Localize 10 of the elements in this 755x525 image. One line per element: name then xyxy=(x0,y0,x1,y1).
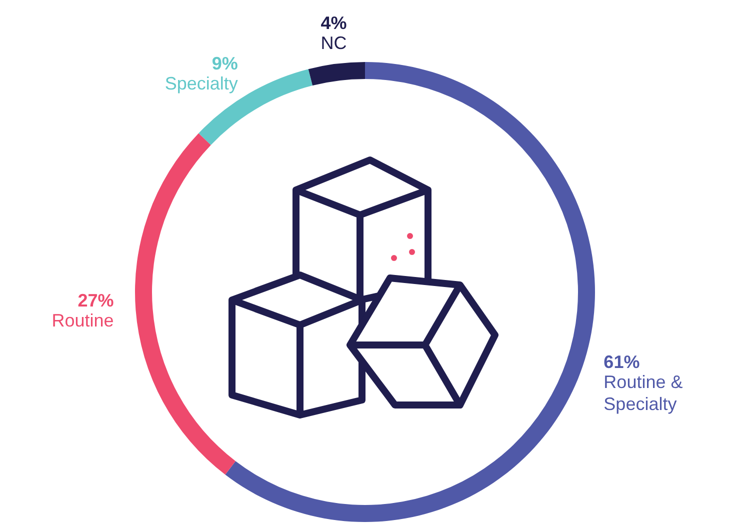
donut-slice xyxy=(135,133,236,475)
slice-label: Specialty xyxy=(164,73,238,94)
data-label: 4% xyxy=(320,12,347,33)
slice-label: NC xyxy=(320,32,347,53)
data-label: 27% xyxy=(78,290,114,311)
data-label: 9% xyxy=(212,53,238,74)
data-label: 61% xyxy=(604,352,640,372)
donut-slice xyxy=(308,62,365,86)
slice-label: Routine & Specialty xyxy=(604,372,683,414)
slice-label: Routine xyxy=(52,310,114,331)
